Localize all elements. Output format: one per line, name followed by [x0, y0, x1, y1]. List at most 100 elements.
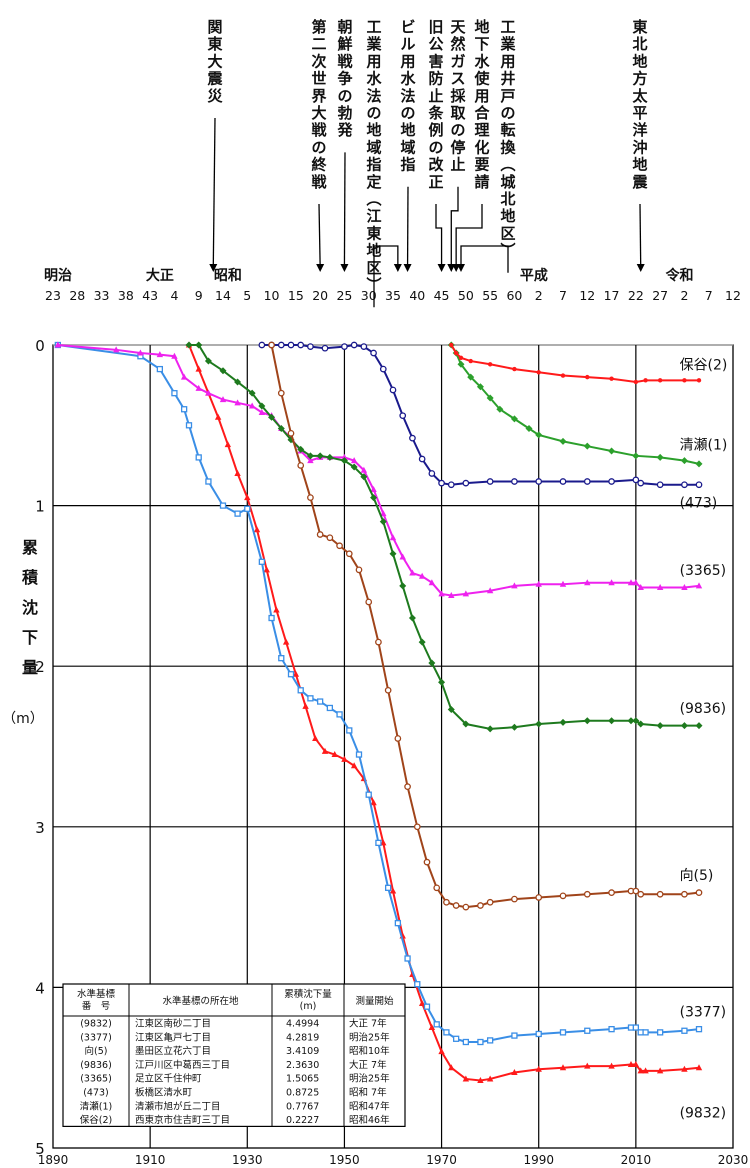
- era-tick-label: 25: [336, 288, 352, 303]
- series-5: [268, 341, 703, 911]
- data-point: [195, 365, 202, 372]
- table-cell-location: 西東京市住吉町三丁目: [135, 1114, 230, 1126]
- data-point: [535, 720, 543, 728]
- table-cell-id: (9836): [80, 1060, 112, 1071]
- event-label-char: 東: [207, 35, 222, 53]
- data-point: [656, 584, 664, 591]
- data-point: [156, 351, 164, 358]
- data-point: [409, 434, 416, 442]
- event-label-char: 界: [311, 87, 326, 105]
- data-point: [681, 1027, 688, 1034]
- data-point: [453, 350, 459, 356]
- data-point: [205, 478, 212, 485]
- data-point: [642, 1067, 649, 1074]
- data-point: [341, 343, 348, 350]
- event-label-char: 関: [207, 18, 222, 36]
- event-label-char: 大: [207, 52, 222, 70]
- data-point: [438, 590, 445, 597]
- data-point: [433, 1021, 440, 1028]
- event-arrow-line: [343, 152, 346, 267]
- data-point: [457, 360, 465, 368]
- data-point: [462, 1075, 470, 1082]
- data-point: [695, 889, 703, 896]
- data-point: [312, 734, 319, 741]
- x-tick-label: 2010: [621, 1153, 652, 1167]
- data-point: [438, 479, 445, 487]
- event-label-char: 法: [366, 87, 381, 105]
- data-point: [234, 510, 241, 517]
- event-label-char: 東: [632, 18, 647, 36]
- table-cell-value: 0.8725: [286, 1088, 319, 1099]
- event-label-char: 北: [500, 190, 515, 208]
- data-point: [277, 425, 285, 433]
- y-label-char: 累: [22, 538, 38, 557]
- data-point: [321, 344, 329, 352]
- series-label: (3365): [680, 563, 727, 579]
- era-name: 令和: [665, 267, 694, 284]
- event-label-char: 使: [473, 70, 490, 88]
- data-point: [195, 341, 203, 349]
- data-point: [608, 717, 616, 725]
- data-point: [428, 470, 436, 477]
- table-cell-value: 4.2819: [286, 1032, 319, 1043]
- event-annotations: 関東大震災第二次世界大戦の終戦朝鮮戦争の勃発工業用水法の地域指定︵江東地区︶ビル…: [207, 18, 648, 308]
- data-point: [418, 455, 426, 463]
- event-label-char: 例: [428, 121, 443, 139]
- event-label-char: 域: [400, 138, 415, 156]
- data-point: [258, 341, 266, 349]
- era-tick-label: 17: [604, 288, 620, 303]
- data-point: [695, 460, 703, 468]
- era-tick-label: 4: [170, 288, 178, 303]
- series-line: [450, 344, 700, 465]
- data-point: [536, 370, 541, 375]
- x-tick-label: 2030: [718, 1153, 749, 1167]
- data-point: [486, 725, 494, 733]
- series-label: (3377): [680, 1004, 727, 1020]
- table-cell-location: 清瀬市旭が丘二丁目: [135, 1100, 221, 1112]
- era-tick-label: 15: [288, 288, 304, 303]
- data-point: [486, 394, 494, 402]
- table-cell-value: 4.4994: [286, 1019, 319, 1030]
- era-name: 昭和: [214, 268, 242, 284]
- data-point: [360, 466, 368, 473]
- data-point: [462, 590, 470, 597]
- table-cell-location: 墨田区立花六丁目: [135, 1045, 211, 1057]
- data-point: [637, 720, 645, 728]
- data-point: [608, 478, 615, 485]
- data-point: [535, 894, 543, 901]
- event-label-char: 勃: [337, 104, 352, 122]
- series-1: [54, 341, 703, 1046]
- data-point: [448, 1064, 455, 1071]
- event-label-char: 天: [450, 18, 466, 36]
- data-point: [234, 378, 242, 386]
- data-point: [585, 374, 590, 380]
- y-tick-label: 0: [35, 337, 45, 355]
- event-label-char: の: [337, 87, 352, 105]
- data-point: [297, 687, 304, 694]
- event-label-char: の: [450, 121, 465, 139]
- table-cell-id: (3365): [80, 1074, 112, 1085]
- data-point: [341, 453, 348, 460]
- y-tick-label: 2: [35, 658, 45, 676]
- event-label-char: ガ: [450, 52, 465, 70]
- data-point: [244, 494, 251, 501]
- era-name: 平成: [520, 267, 548, 284]
- event-label-char: 東: [366, 224, 381, 242]
- data-point: [559, 892, 567, 900]
- event-label-char: 用: [400, 52, 415, 70]
- event-label-char: 水: [474, 52, 490, 70]
- data-point: [375, 839, 382, 847]
- event-label-char: 用: [500, 52, 515, 70]
- era-tick-label: 12: [725, 288, 741, 303]
- x-axis-ticks: 1890 1910 1930 1950 1970 1990 2010 2030: [38, 1153, 749, 1167]
- table-header: 水準基標: [77, 988, 116, 1000]
- data-point: [559, 437, 567, 445]
- event-label-char: 沖: [632, 138, 647, 156]
- event-label-char: 戦: [311, 121, 327, 139]
- data-point: [583, 890, 591, 898]
- data-point: [321, 747, 329, 754]
- event-label-char: 止: [428, 87, 443, 105]
- event-label-char: の: [500, 104, 515, 122]
- data-point: [583, 442, 591, 450]
- table-cell-id: (3377): [80, 1032, 112, 1043]
